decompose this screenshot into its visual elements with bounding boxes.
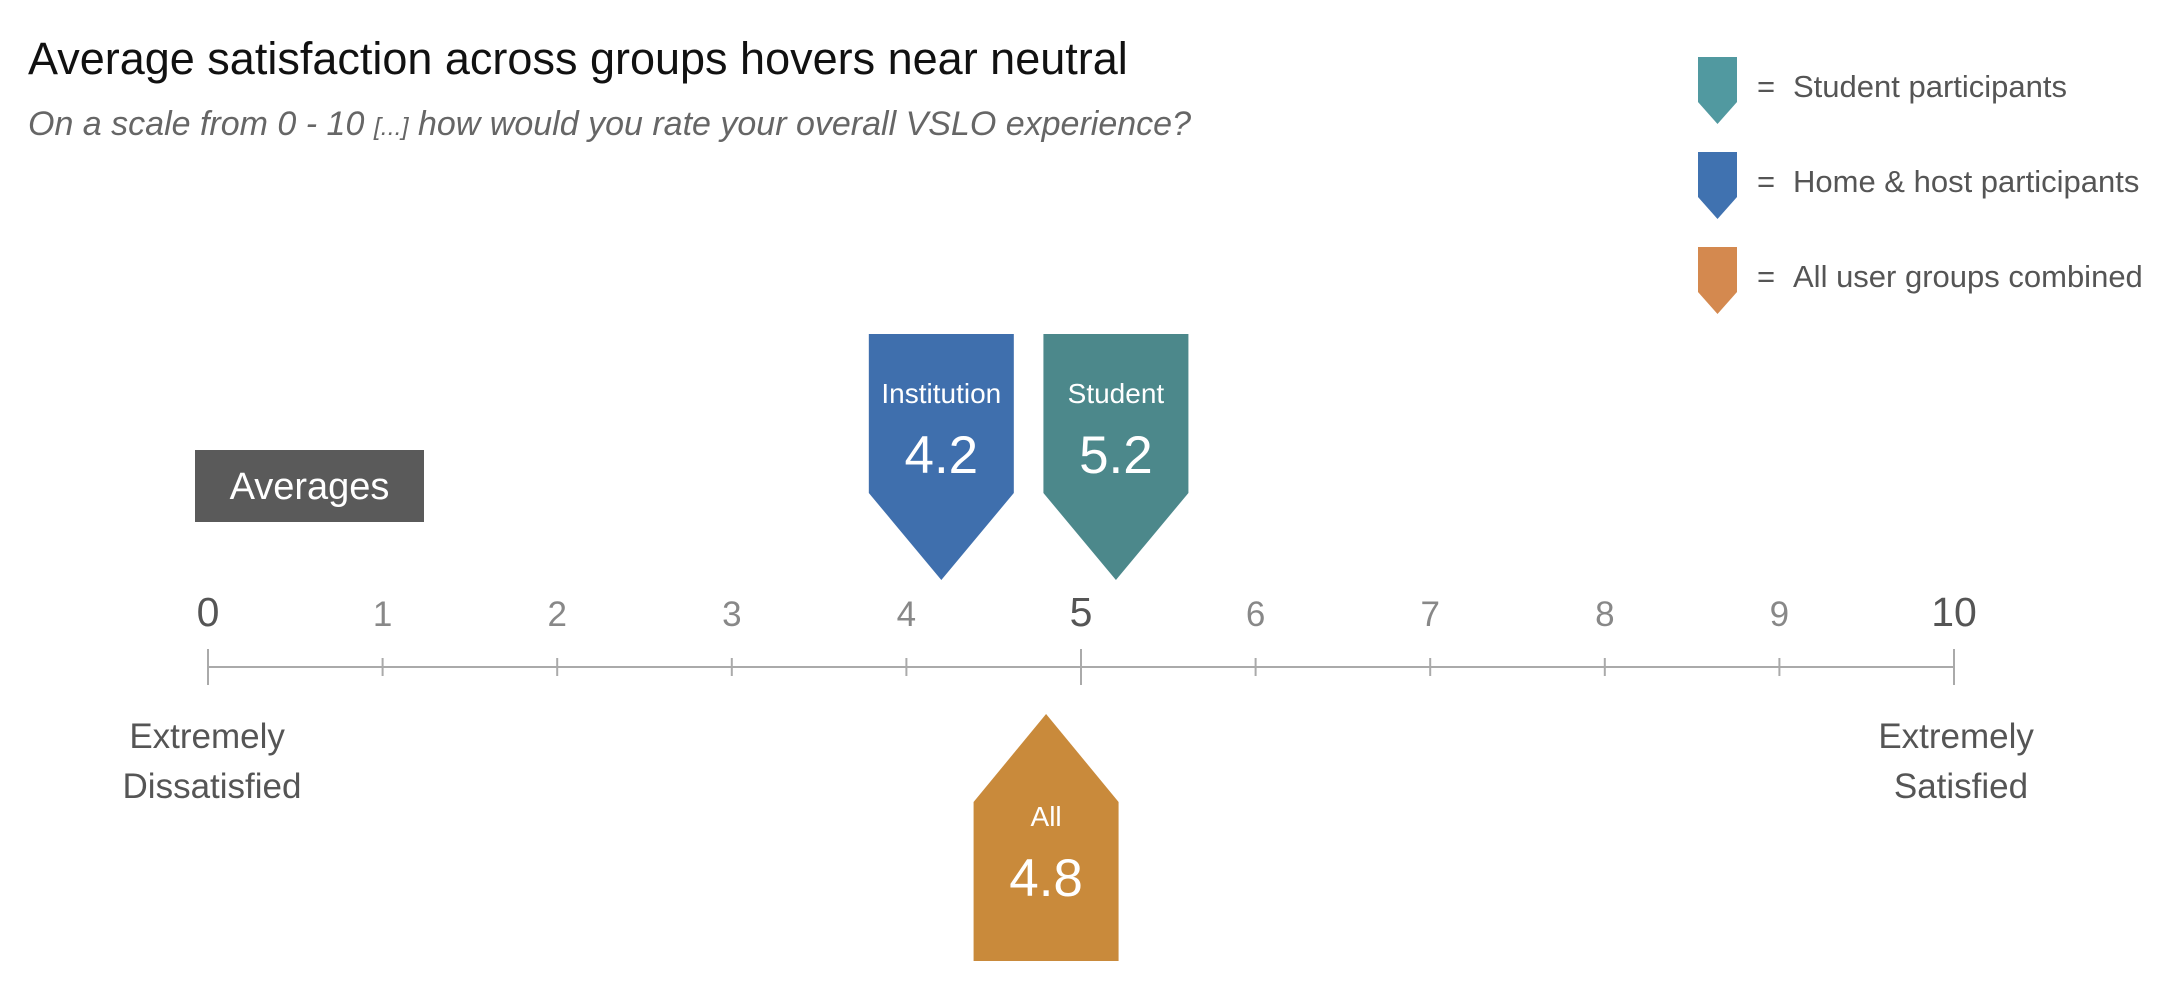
legend-swatch-icon: [1698, 247, 1737, 314]
marker-value-label: 4.8: [1009, 849, 1083, 908]
marker-shape: [1043, 334, 1189, 580]
average-marker: Institution 4.2: [868, 334, 1014, 580]
subtitle-prefix: On a scale from 0 - 10: [28, 105, 374, 143]
subtitle-suffix: how would you rate your overall VSLO exp…: [409, 105, 1192, 143]
legend-swatch-icon: [1698, 152, 1737, 219]
high-end-label-line-2: Satisfied: [1894, 767, 2028, 806]
chart-subtitle: On a scale from 0 - 10 [...] how would y…: [28, 105, 1191, 143]
tick-label: 0: [197, 589, 220, 635]
low-end-label-line-1: Extremely: [129, 717, 285, 756]
scale-tick-labels: 0 1 2 3 4 5 6 7 8 9 10: [197, 589, 1977, 635]
averages-badge: Averages: [195, 450, 424, 522]
average-marker: Student 5.2: [1043, 334, 1189, 580]
tick-label: 9: [1770, 595, 1789, 634]
scale-axis: [207, 649, 1955, 685]
tick-label: 1: [373, 595, 392, 634]
averages-badge-background: [195, 450, 424, 522]
legend-item: = Student participants: [1698, 57, 2067, 124]
marker-shape: [868, 334, 1014, 580]
chart-title: Average satisfaction across groups hover…: [28, 33, 1128, 84]
tick-label: 3: [722, 595, 741, 634]
legend-equals-sign: =: [1757, 164, 1775, 199]
tick-label: 7: [1420, 595, 1439, 634]
legend-swatch-icon: [1698, 57, 1737, 124]
legend-label: All user groups combined: [1793, 259, 2143, 294]
high-end-label: Extremely Satisfied: [1878, 717, 2043, 806]
low-end-label: Extremely Dissatisfied: [123, 717, 302, 806]
legend-equals-sign: =: [1757, 69, 1775, 104]
averages-badge-label: Averages: [230, 466, 390, 508]
high-end-label-line-1: Extremely: [1878, 717, 2034, 756]
tick-label: 10: [1931, 589, 1977, 635]
legend-label: Home & host participants: [1793, 164, 2139, 199]
marker-value-label: 4.2: [904, 426, 978, 485]
average-marker: All 4.8: [973, 714, 1119, 961]
subtitle-ellipsis: [...]: [373, 113, 410, 141]
marker-value-label: 5.2: [1079, 426, 1153, 485]
marker-group-label: All: [1031, 801, 1062, 832]
legend-item: = All user groups combined: [1698, 247, 2143, 314]
tick-label: 4: [897, 595, 916, 634]
marker-shape: [973, 714, 1119, 961]
legend-equals-sign: =: [1757, 259, 1775, 294]
tick-label: 5: [1070, 589, 1093, 635]
marker-group-label: Student: [1068, 378, 1165, 409]
tick-label: 6: [1246, 595, 1265, 634]
average-markers: Institution 4.2 Student 5.2 All 4.8: [868, 334, 1189, 961]
legend-label: Student participants: [1793, 69, 2067, 104]
marker-group-label: Institution: [881, 378, 1001, 409]
low-end-label-line-2: Dissatisfied: [123, 767, 302, 806]
legend: = Student participants = Home & host partic…: [1698, 57, 2143, 314]
tick-label: 2: [547, 595, 566, 634]
tick-label: 8: [1595, 595, 1614, 634]
legend-item: = Home & host participants: [1698, 152, 2139, 219]
